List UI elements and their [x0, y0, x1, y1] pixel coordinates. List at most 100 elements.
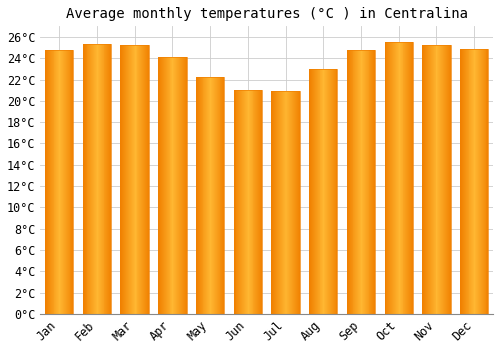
- Bar: [258, 90, 259, 314]
- Bar: [249, 90, 250, 314]
- Bar: [106, 44, 108, 314]
- Bar: [45, 50, 46, 314]
- Bar: [358, 50, 359, 314]
- Bar: [465, 49, 466, 314]
- Bar: [462, 49, 463, 314]
- Bar: [213, 77, 214, 314]
- Bar: [161, 57, 162, 314]
- Bar: [272, 91, 299, 314]
- Bar: [198, 77, 199, 314]
- Bar: [242, 90, 243, 314]
- Bar: [100, 44, 102, 314]
- Bar: [212, 77, 213, 314]
- Bar: [88, 44, 90, 314]
- Bar: [110, 44, 111, 314]
- Bar: [246, 90, 247, 314]
- Bar: [99, 44, 100, 314]
- Bar: [442, 46, 443, 314]
- Bar: [136, 46, 138, 314]
- Bar: [94, 44, 95, 314]
- Bar: [312, 69, 313, 314]
- Bar: [318, 69, 320, 314]
- Bar: [59, 50, 60, 314]
- Bar: [178, 57, 179, 314]
- Bar: [162, 57, 163, 314]
- Bar: [181, 57, 182, 314]
- Bar: [163, 57, 164, 314]
- Bar: [370, 50, 372, 314]
- Bar: [481, 49, 482, 314]
- Bar: [252, 90, 254, 314]
- Bar: [236, 90, 238, 314]
- Bar: [470, 49, 472, 314]
- Bar: [288, 91, 290, 314]
- Bar: [131, 46, 132, 314]
- Bar: [480, 49, 481, 314]
- Bar: [120, 46, 122, 314]
- Bar: [62, 50, 63, 314]
- Bar: [477, 49, 478, 314]
- Bar: [486, 49, 488, 314]
- Bar: [72, 50, 74, 314]
- Bar: [216, 77, 218, 314]
- Bar: [446, 46, 447, 314]
- Bar: [184, 57, 186, 314]
- Bar: [311, 69, 312, 314]
- Bar: [276, 91, 277, 314]
- Bar: [310, 69, 311, 314]
- Bar: [102, 44, 104, 314]
- Bar: [202, 77, 203, 314]
- Bar: [448, 46, 450, 314]
- Bar: [90, 44, 91, 314]
- Bar: [329, 69, 330, 314]
- Bar: [447, 46, 448, 314]
- Bar: [422, 46, 450, 314]
- Bar: [365, 50, 366, 314]
- Bar: [174, 57, 175, 314]
- Bar: [204, 77, 206, 314]
- Bar: [464, 49, 465, 314]
- Bar: [436, 46, 438, 314]
- Bar: [397, 42, 398, 314]
- Bar: [124, 46, 125, 314]
- Bar: [180, 57, 181, 314]
- Bar: [408, 42, 409, 314]
- Bar: [147, 46, 148, 314]
- Bar: [292, 91, 293, 314]
- Bar: [218, 77, 220, 314]
- Bar: [70, 50, 72, 314]
- Bar: [254, 90, 256, 314]
- Bar: [386, 42, 388, 314]
- Bar: [461, 49, 462, 314]
- Bar: [125, 46, 126, 314]
- Bar: [299, 91, 300, 314]
- Bar: [407, 42, 408, 314]
- Bar: [45, 50, 74, 314]
- Bar: [256, 90, 257, 314]
- Bar: [64, 50, 65, 314]
- Bar: [359, 50, 360, 314]
- Bar: [104, 44, 106, 314]
- Bar: [315, 69, 316, 314]
- Bar: [160, 57, 161, 314]
- Bar: [209, 77, 210, 314]
- Bar: [444, 46, 445, 314]
- Bar: [86, 44, 88, 314]
- Bar: [109, 44, 110, 314]
- Bar: [402, 42, 404, 314]
- Bar: [159, 57, 160, 314]
- Bar: [141, 46, 142, 314]
- Bar: [406, 42, 407, 314]
- Bar: [297, 91, 298, 314]
- Bar: [46, 50, 47, 314]
- Bar: [49, 50, 50, 314]
- Bar: [298, 91, 299, 314]
- Bar: [440, 46, 441, 314]
- Bar: [241, 90, 242, 314]
- Bar: [295, 91, 296, 314]
- Bar: [240, 90, 241, 314]
- Bar: [468, 49, 469, 314]
- Bar: [126, 46, 127, 314]
- Bar: [250, 90, 252, 314]
- Bar: [366, 50, 368, 314]
